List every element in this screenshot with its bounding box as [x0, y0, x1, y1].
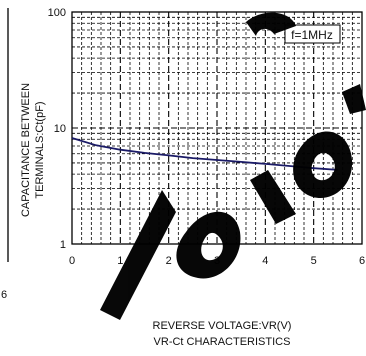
y-tick-label: 100: [48, 7, 66, 19]
plot-frame: [71, 11, 363, 245]
watermark: [100, 12, 366, 320]
grid: [72, 12, 362, 244]
y-tick-label: 1: [60, 239, 66, 251]
x-axis-title: REVERSE VOLTAGE:VR(V): [153, 320, 292, 332]
y-axis-title-line-1: CAPACITANCE BETWEEN: [20, 83, 32, 217]
annotation-label: f=1MHz: [291, 28, 333, 42]
left-edge-fragment: 6: [1, 289, 7, 301]
chart-title: VR-Ct CHARACTERISTICS: [154, 336, 291, 348]
annotation-box: [284, 24, 341, 44]
y-axis-title-line-2: TERMINALS:Ct(pF): [34, 101, 46, 198]
x-tick-label: 5: [311, 255, 317, 267]
x-tick-label: 1: [117, 255, 123, 267]
x-tick-label: 2: [166, 255, 172, 267]
x-tick-label: 0: [69, 255, 75, 267]
x-tick-label: 4: [262, 255, 268, 267]
y-tick-label: 10: [54, 123, 66, 135]
x-tick-label: 6: [359, 255, 365, 267]
